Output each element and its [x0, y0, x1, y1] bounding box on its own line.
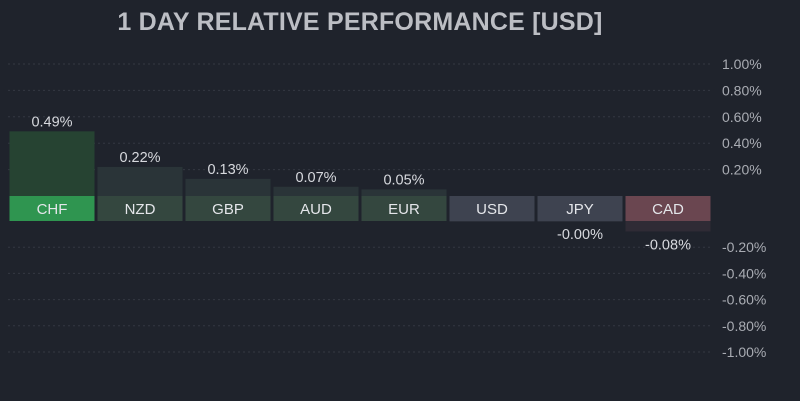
category-label-eur: EUR — [388, 201, 420, 218]
category-box-usd — [449, 196, 535, 221]
category-box-nzd — [97, 196, 183, 221]
bar-jpy — [537, 221, 623, 222]
y-tick-label: -0.40% — [722, 265, 766, 281]
bar-chf — [9, 131, 95, 196]
y-tick-label: -0.80% — [722, 318, 766, 334]
y-tick-label: 0.20% — [722, 162, 762, 178]
category-label-nzd: NZD — [125, 201, 156, 218]
value-label-gbp: 0.13% — [207, 162, 248, 178]
chart-title: 1 DAY RELATIVE PERFORMANCE [USD] — [117, 8, 603, 36]
category-box-gbp — [185, 196, 271, 221]
y-tick-label: -0.60% — [722, 292, 766, 308]
value-label-jpy: -0.00% — [557, 227, 603, 243]
value-label-nzd: 0.22% — [119, 150, 160, 166]
category-label-gbp: GBP — [212, 201, 244, 218]
y-tick-label: 0.80% — [722, 82, 762, 98]
bar-cad — [625, 221, 711, 232]
category-box-chf — [9, 196, 95, 221]
bar-aud — [273, 186, 359, 196]
y-tick-label: -1.00% — [722, 344, 766, 360]
category-label-aud: AUD — [300, 201, 332, 218]
category-label-jpy: JPY — [566, 201, 594, 218]
y-tick-label: 1.00% — [722, 56, 762, 72]
y-tick-label: 0.60% — [722, 109, 762, 125]
value-label-cad: -0.08% — [645, 237, 691, 253]
category-label-chf: CHF — [37, 201, 68, 218]
bar-nzd — [97, 166, 183, 196]
category-box-jpy — [537, 196, 623, 221]
bar-usd — [449, 221, 535, 222]
y-tick-label: 0.40% — [722, 135, 762, 151]
value-label-aud: 0.07% — [295, 170, 336, 186]
category-label-cad: CAD — [652, 201, 684, 218]
category-box-aud — [273, 196, 359, 221]
category-label-usd: USD — [476, 201, 508, 218]
category-box-cad — [625, 196, 711, 221]
y-tick-label: -0.20% — [722, 239, 766, 255]
bar-gbp — [185, 178, 271, 196]
value-label-chf: 0.49% — [31, 114, 72, 130]
value-label-eur: 0.05% — [383, 172, 424, 188]
category-box-eur — [361, 196, 447, 221]
bar-eur — [361, 189, 447, 196]
